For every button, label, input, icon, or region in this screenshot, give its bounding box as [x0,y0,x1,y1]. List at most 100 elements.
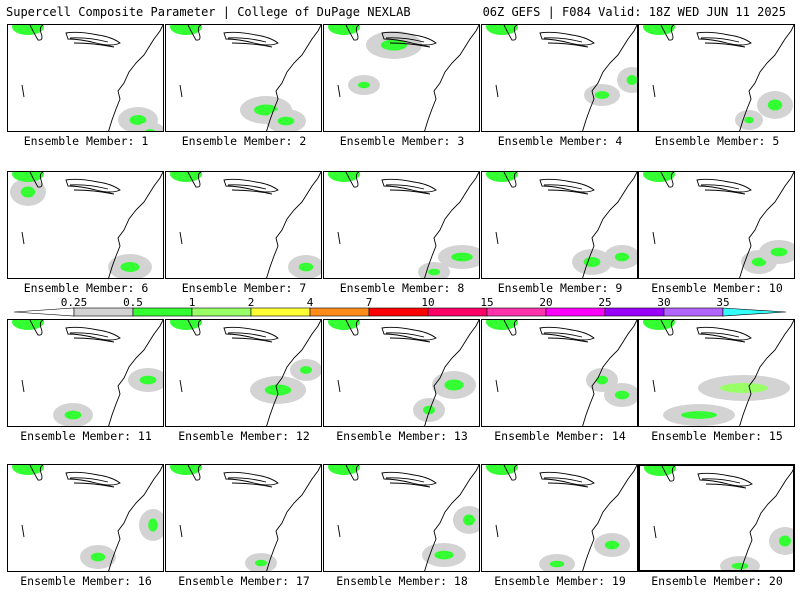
great-lakes-outline [345,320,360,336]
legend-color-bin [309,307,370,317]
great-lakes-outline [187,172,202,188]
great-lakes-outline [543,184,589,195]
ensemble-panel-11[interactable] [7,319,164,427]
ensemble-panel-19[interactable] [481,464,638,572]
great-lakes-outline [696,31,752,46]
scp-field-north [12,465,44,475]
scp-field-high [90,552,106,562]
ensemble-panel-7[interactable] [165,171,322,279]
great-lakes-outline [539,326,595,341]
scp-field-north [328,172,360,182]
ensemble-panel-18[interactable] [323,464,480,572]
coastline [424,25,479,131]
ensemble-panel-13[interactable] [323,319,480,427]
map-canvas [328,320,479,426]
inland-lake-outline [653,525,657,539]
ensemble-panel-14[interactable] [481,319,638,427]
ensemble-panel-20[interactable] [638,464,795,572]
great-lakes-outline [223,471,279,486]
great-lakes-outline [381,471,437,486]
scp-field-high [444,379,464,391]
scp-field-high [596,375,608,385]
map-canvas [643,172,794,278]
ensemble-member-label: Ensemble Member: 9 [497,281,623,295]
map-canvas [643,25,794,131]
ensemble-member-label: Ensemble Member: 20 [651,574,783,588]
great-lakes-outline [701,478,747,489]
scp-field-high [583,257,601,267]
ensemble-panel-1[interactable] [7,24,164,132]
map-canvas [486,172,637,278]
ensemble-panel-12[interactable] [165,319,322,427]
legend-color-bin [132,307,193,317]
great-lakes-outline [29,320,44,336]
great-lakes-outline [187,320,202,336]
inland-lake-outline [21,84,25,98]
coastline [424,465,479,571]
ensemble-member-label: Ensemble Member: 2 [181,134,307,148]
great-lakes-outline [503,320,518,336]
legend-color-bin [250,307,311,317]
ensemble-panel-4[interactable] [481,24,638,132]
great-lakes-outline [223,326,279,341]
map-canvas [486,465,637,571]
ensemble-panel-3[interactable] [323,24,480,132]
great-lakes-outline [69,37,115,48]
ensemble-member-label: Ensemble Member: 12 [178,429,310,443]
inland-lake-outline [21,231,25,245]
scp-field-high [779,535,791,547]
ensemble-member-label: Ensemble Member: 10 [651,281,783,295]
scp-field-high [434,550,454,560]
great-lakes-outline [385,37,431,48]
ensemble-panel-2[interactable] [165,24,322,132]
inland-lake-outline [495,379,499,393]
great-lakes-outline [29,25,44,41]
great-lakes-outline [539,471,595,486]
scp-field-high [720,383,768,393]
coastline [266,172,321,278]
ensemble-panel-15[interactable] [638,319,795,427]
inland-lake-outline [21,379,25,393]
map-canvas [170,465,321,571]
valid-time-label: 06Z GEFS | F084 Valid: 18Z WED JUN 11 20… [482,5,786,19]
coastline [582,465,637,571]
ensemble-panel-6[interactable] [7,171,164,279]
scp-field-high [20,186,36,198]
scp-field-high [423,405,435,415]
coastline [266,25,321,131]
great-lakes-outline [696,178,752,193]
great-lakes-outline [700,184,746,195]
great-lakes-outline [697,472,753,487]
ensemble-panel-8[interactable] [323,171,480,279]
great-lakes-outline [539,31,595,46]
ensemble-panel-10[interactable] [638,171,795,279]
great-lakes-outline [503,465,518,481]
ensemble-panel-16[interactable] [7,464,164,572]
great-lakes-outline [385,332,431,343]
map-canvas [644,466,793,570]
coastline [424,320,479,426]
scp-field-high [751,257,767,267]
inland-lake-outline [337,524,341,538]
ensemble-panel-17[interactable] [165,464,322,572]
scp-field-north [643,172,675,182]
scp-field-north [170,465,202,475]
ensemble-panel-5[interactable] [638,24,795,132]
legend-tick-label: 4 [306,296,314,309]
map-canvas [170,320,321,426]
great-lakes-outline [69,332,115,343]
scp-field-high [614,252,630,262]
great-lakes-outline [503,172,518,188]
coastline [739,172,794,278]
ensemble-panel-9[interactable] [481,171,638,279]
ensemble-member-label: Ensemble Member: 11 [20,429,152,443]
ensemble-member-label: Ensemble Member: 3 [339,134,465,148]
scp-field-north [643,25,675,35]
scp-field-high [549,560,565,568]
coastline [108,320,163,426]
scp-field-high [298,262,314,272]
legend-tick-label: 7 [365,296,373,309]
ensemble-member-label: Ensemble Member: 6 [23,281,149,295]
coastline [582,320,637,426]
inland-lake-outline [337,84,341,98]
